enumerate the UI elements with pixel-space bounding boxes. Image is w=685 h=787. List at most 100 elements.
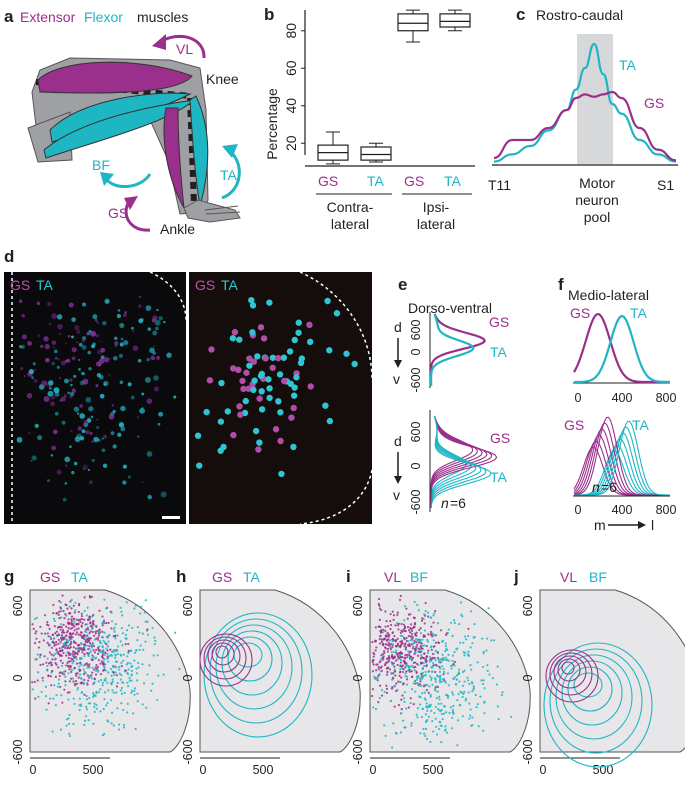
dot-b	[119, 640, 122, 643]
dot-a	[405, 607, 408, 610]
dot-b	[456, 719, 460, 722]
gs-cell	[41, 380, 48, 387]
dot-b	[118, 728, 121, 731]
dot-b	[444, 644, 447, 648]
dot-b	[488, 673, 491, 676]
dot-b	[36, 671, 40, 674]
ta-cell	[144, 377, 151, 383]
gs-curve	[573, 313, 670, 384]
dot-b	[416, 639, 419, 642]
ta-cell	[31, 376, 34, 380]
dot-b	[426, 651, 430, 654]
dot-b	[490, 639, 493, 642]
dot-b	[83, 645, 86, 648]
dot-a	[72, 617, 75, 620]
dot-b	[454, 682, 457, 686]
dot-b	[60, 635, 64, 638]
dot-a	[95, 664, 98, 667]
panel-a: a Extensor Flexor muscles VL Knee BF TA …	[4, 7, 241, 237]
gs-cell	[81, 339, 86, 344]
dot-a	[402, 682, 405, 685]
dot-b	[439, 674, 442, 677]
dot-b	[89, 618, 92, 621]
boxplots-b	[317, 9, 471, 165]
gs-cell	[21, 314, 25, 318]
series-line-gs	[493, 90, 677, 162]
x-tick-label-500: 500	[253, 763, 274, 777]
dot-a	[61, 628, 65, 632]
dot-b	[64, 675, 67, 678]
gs-cell	[88, 416, 91, 419]
dot-a	[59, 641, 62, 644]
gs-cell	[98, 358, 105, 364]
pool-label-3: pool	[584, 209, 610, 225]
dot-b	[421, 707, 424, 710]
dot-b	[89, 650, 93, 653]
dot-a	[64, 603, 67, 606]
dot-b	[40, 690, 43, 694]
dot-b	[453, 621, 456, 625]
dot-a	[384, 647, 387, 650]
dot-b	[116, 645, 120, 648]
ta-cell	[89, 330, 92, 333]
label-g-a: GS	[40, 569, 60, 585]
ta-cell	[96, 373, 102, 378]
dot-b	[452, 677, 455, 680]
dot-b	[410, 724, 413, 727]
dot-b	[97, 680, 100, 683]
dot-a	[78, 647, 81, 650]
dot-a	[390, 661, 393, 664]
dot-b	[451, 711, 454, 714]
dot-b	[146, 633, 150, 636]
dot-a	[389, 620, 392, 623]
dot-a	[417, 641, 420, 644]
dot-a	[97, 659, 101, 662]
dot-a	[403, 644, 406, 648]
dot-b	[127, 651, 130, 654]
dot-b	[56, 651, 59, 654]
dot-a	[58, 647, 61, 650]
dot-a	[418, 650, 422, 654]
dot-a	[381, 652, 384, 656]
dot-b	[99, 710, 102, 713]
dot-b	[102, 649, 105, 652]
dot-b	[95, 703, 98, 707]
dot-a	[386, 670, 389, 674]
dot-b	[429, 675, 432, 678]
ta-cell	[112, 355, 118, 361]
ta-cell	[112, 444, 117, 449]
dot-a	[57, 613, 60, 617]
ta-neuron-dot	[291, 384, 298, 391]
dot-a	[80, 617, 84, 621]
dot-b	[441, 639, 445, 642]
group-contra-2: lateral	[331, 216, 369, 232]
panel-letter-i: i	[346, 567, 351, 586]
dot-a	[81, 636, 84, 639]
dot-a	[395, 651, 398, 654]
ta-cell	[53, 387, 60, 394]
gs-neuron-dot	[231, 328, 239, 336]
ta-cell	[51, 361, 55, 366]
dot-a	[115, 685, 119, 688]
dot-b	[373, 675, 376, 678]
dot-b	[46, 664, 49, 668]
dot-b	[393, 668, 396, 671]
dot-b	[444, 649, 447, 653]
tick-s1: S1	[657, 177, 674, 193]
dot-b	[466, 676, 469, 679]
dot-b	[437, 702, 440, 705]
dot-b	[111, 664, 115, 668]
dot-b	[446, 672, 450, 675]
dot-b	[111, 678, 114, 681]
dot-b	[82, 668, 85, 671]
ta-cell	[54, 411, 59, 416]
dot-a	[380, 640, 383, 643]
dot-b	[412, 645, 415, 648]
ta-neuron-dot	[326, 347, 333, 354]
f-top-tick-400: 400	[612, 391, 633, 405]
y-tick-label: -600	[521, 739, 535, 764]
ta-cell	[50, 454, 54, 457]
dot-a	[387, 659, 390, 662]
ta-cell	[100, 355, 105, 360]
